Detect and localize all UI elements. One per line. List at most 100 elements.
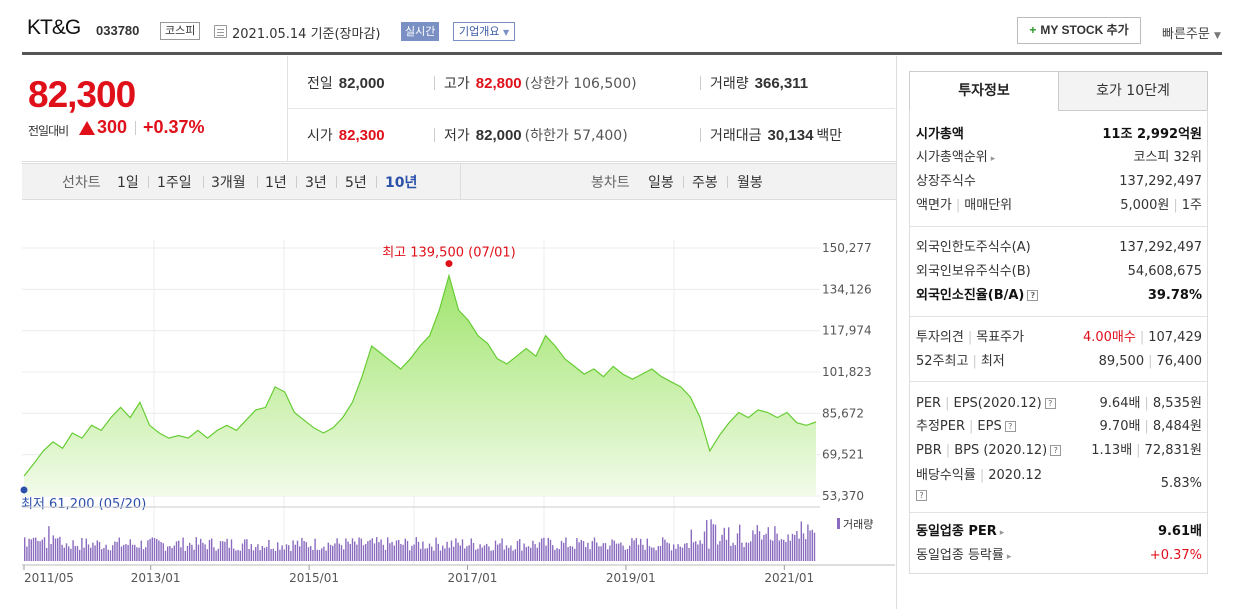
x-tick-label: 2011/05 — [24, 571, 74, 585]
volume-bar — [776, 533, 778, 561]
volume-bar — [670, 550, 673, 561]
volume-bar — [673, 544, 675, 561]
stat-value: 30,134 — [767, 127, 814, 144]
volume-bar — [167, 546, 169, 561]
volume-bar — [391, 541, 393, 561]
volume-bar — [237, 549, 239, 561]
period-1w[interactable]: 1주일 — [157, 175, 192, 191]
volume-bar — [200, 538, 202, 561]
price-chart[interactable]: 150,277 134,126 117,974 101,823 85,672 69,521… — [0, 200, 900, 592]
stat-label: 저가 — [444, 128, 470, 144]
y-axis: 150,277 134,126 117,974 101,823 85,672 69,521… — [822, 241, 872, 503]
help-icon[interactable]: ? — [1027, 290, 1039, 301]
volume-bar — [136, 547, 138, 561]
volume-bar — [439, 550, 442, 561]
volume-bar — [248, 549, 250, 561]
volume-bar — [642, 544, 644, 561]
volume-bar — [754, 534, 756, 561]
row-industry-change[interactable]: 동일업종 등락률 ▸ +0.37% — [916, 546, 1202, 566]
quick-order-label: 빠른주문 — [1162, 27, 1210, 42]
volume-bar — [442, 545, 444, 561]
tab-investment-info[interactable]: 투자정보 — [909, 71, 1059, 111]
candle-daily[interactable]: 일봉 — [648, 175, 674, 191]
volume-bar — [312, 549, 314, 561]
volume-bar — [545, 545, 547, 561]
price-area — [24, 275, 816, 496]
volume-bar — [94, 545, 96, 561]
volume-bar — [72, 540, 74, 561]
volume-bar — [813, 532, 816, 561]
period-3y[interactable]: 3년 — [305, 175, 327, 191]
row-label: 외국인보유주식수(B) — [916, 264, 1031, 279]
volume-bar — [400, 544, 402, 561]
header-divider — [22, 52, 1222, 55]
row-label: 52주최고 | 최저 — [916, 352, 1005, 372]
volume-bar — [406, 540, 409, 561]
volume-bar — [65, 543, 68, 561]
candle-weekly[interactable]: 주봉 — [692, 175, 718, 191]
period-1d[interactable]: 1일 — [117, 175, 139, 191]
volume-bar — [48, 526, 50, 561]
change-label: 전일대비 — [28, 124, 69, 138]
row-industry-per[interactable]: 동일업종 PER ▸ 9.61배 — [916, 522, 1202, 542]
period-5y[interactable]: 5년 — [345, 175, 367, 191]
volume-bar — [294, 544, 296, 561]
volume-bar — [70, 548, 72, 561]
volume-bar — [622, 545, 624, 561]
target-label: 목표주가 — [976, 330, 1025, 345]
candle-monthly[interactable]: 월봉 — [737, 175, 763, 191]
help-icon[interactable]: ? — [1044, 398, 1056, 409]
help-icon[interactable]: ? — [1004, 421, 1016, 432]
volume-bar — [74, 546, 76, 561]
volume-bar — [24, 537, 26, 561]
stat-amount: 거래대금 30,134 백만 — [710, 125, 842, 145]
divider — [203, 176, 204, 188]
row-value: 9.61배 — [1157, 524, 1202, 539]
volume-bar — [534, 544, 536, 561]
divider: | — [1136, 443, 1141, 458]
row-label-text: 외국인소진율(B/A) — [916, 288, 1025, 303]
volume-bar — [565, 537, 567, 561]
volume-bar — [384, 549, 387, 561]
w52-low-label: 최저 — [980, 354, 1005, 369]
bps-label: BPS (2020.12) — [954, 443, 1048, 458]
volume-bar — [54, 538, 57, 561]
volume-bar — [173, 545, 175, 561]
volume-bar — [633, 540, 635, 561]
y-tick-label: 53,370 — [822, 489, 864, 503]
help-icon[interactable]: ? — [916, 490, 927, 501]
row-value: 89,500 | 76,400 — [1099, 352, 1202, 372]
volume-bars — [24, 519, 816, 561]
quick-order-button[interactable]: 빠른주문 ▼ — [1162, 23, 1221, 42]
volume-bar — [186, 546, 189, 561]
volume-bar — [233, 548, 235, 561]
row-market-cap-rank[interactable]: 시가총액순위 ▸ 코스피 32위 — [916, 148, 1202, 168]
volume-bar — [758, 531, 761, 561]
volume-bar — [523, 543, 525, 561]
divider: | — [955, 198, 961, 213]
period-10y[interactable]: 10년 — [385, 175, 418, 191]
mystock-add-button[interactable]: + MY STOCK 추가 — [1017, 17, 1141, 44]
help-icon[interactable]: ? — [1050, 445, 1062, 456]
company-overview-button[interactable]: 기업개요 ▼ — [453, 22, 516, 41]
period-3m[interactable]: 3개월 — [211, 175, 246, 191]
volume-bar — [193, 549, 195, 561]
volume-bar — [120, 546, 123, 561]
volume-bar — [450, 540, 453, 561]
max-label: 최고 139,500 (07/01) — [382, 246, 516, 261]
volume-bar — [398, 540, 400, 561]
calendar-icon — [214, 25, 227, 38]
volume-bar — [213, 547, 215, 561]
volume-bar — [464, 548, 466, 561]
volume-bar — [446, 541, 448, 561]
x-tick-label: 2021/01 — [764, 571, 814, 585]
realtime-button[interactable]: 실시간 — [401, 22, 440, 41]
upper-limit: (상한가 106,500) — [524, 76, 637, 92]
volume-bar — [28, 538, 30, 561]
tab-quote-10[interactable]: 호가 10단계 — [1058, 71, 1208, 111]
period-1y[interactable]: 1년 — [265, 175, 287, 191]
volume-bar — [415, 537, 417, 561]
y-tick-label: 117,974 — [822, 324, 872, 338]
volume-bar — [692, 542, 695, 561]
est-eps-label: EPS — [977, 419, 1002, 434]
